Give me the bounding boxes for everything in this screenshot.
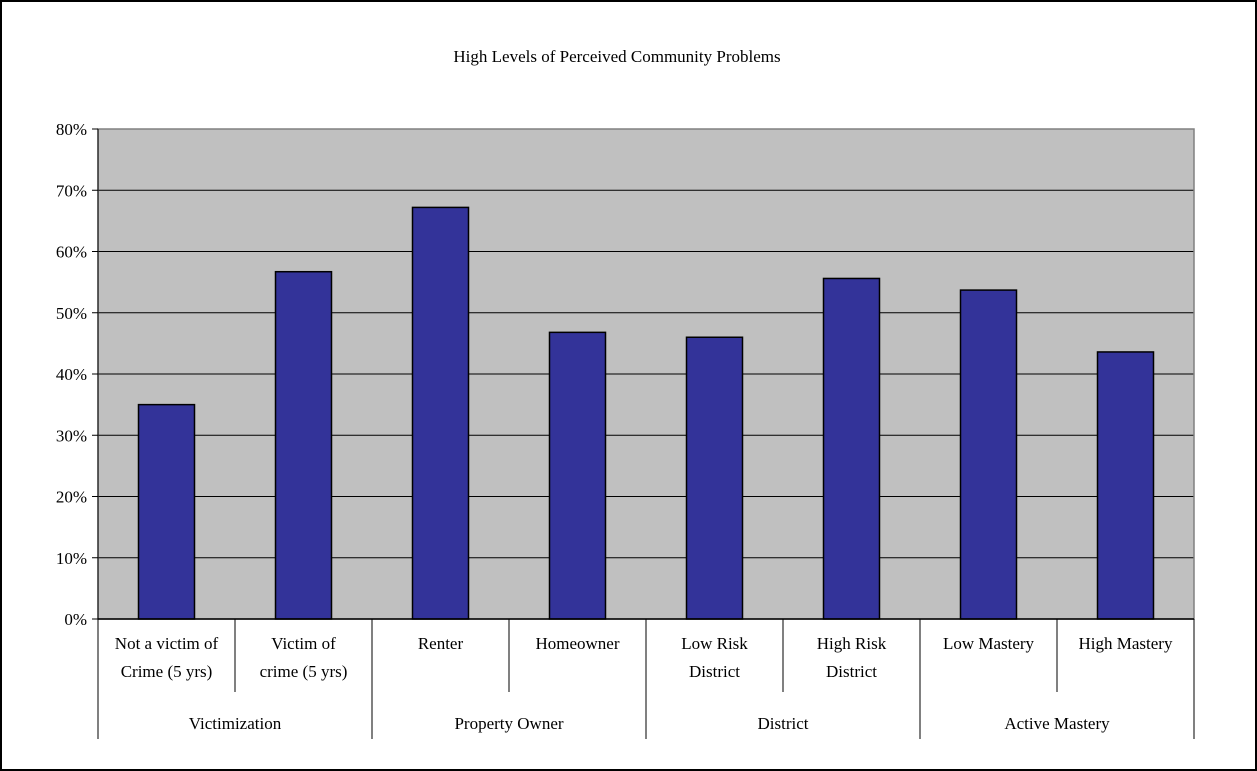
x-group-label: District <box>758 714 809 733</box>
y-tick-label: 20% <box>56 488 87 507</box>
y-tick-label: 70% <box>56 181 87 200</box>
y-tick-label: 10% <box>56 549 87 568</box>
x-category-label: District <box>689 662 740 681</box>
x-category-label: Not a victim of <box>115 634 219 653</box>
bar <box>274 270 333 620</box>
x-category-label: crime (5 yrs) <box>260 662 348 681</box>
x-category-label: Homeowner <box>535 634 619 653</box>
x-group-label: Active Mastery <box>1004 714 1110 733</box>
x-category-label: High Risk <box>817 634 887 653</box>
y-tick-label: 50% <box>56 304 87 323</box>
x-category-label: District <box>826 662 877 681</box>
bar <box>548 331 607 620</box>
bar <box>411 206 470 620</box>
x-group-label: Property Owner <box>454 714 563 733</box>
y-tick-label: 60% <box>56 243 87 262</box>
x-category-label: Victim of <box>271 634 336 653</box>
bar <box>137 403 196 620</box>
x-category-label: Low Risk <box>681 634 748 653</box>
x-category-label: Renter <box>418 634 464 653</box>
y-tick-label: 40% <box>56 365 87 384</box>
chart-title: High Levels of Perceived Community Probl… <box>453 47 780 66</box>
bar <box>1096 351 1155 620</box>
x-group-label: Victimization <box>189 714 282 733</box>
y-tick-label: 0% <box>64 610 87 629</box>
x-category-label: High Mastery <box>1079 634 1173 653</box>
y-tick-label: 30% <box>56 426 87 445</box>
bar <box>959 289 1018 620</box>
y-tick-label: 80% <box>56 120 87 139</box>
plot-area: 0% 10% 20% 30% 40% 50% 60% 70% 80% Not a victim o… <box>56 120 1195 739</box>
x-category-label: Low Mastery <box>943 634 1035 653</box>
bar <box>685 336 744 620</box>
bar <box>822 277 881 620</box>
x-category-label: Crime (5 yrs) <box>121 662 213 681</box>
